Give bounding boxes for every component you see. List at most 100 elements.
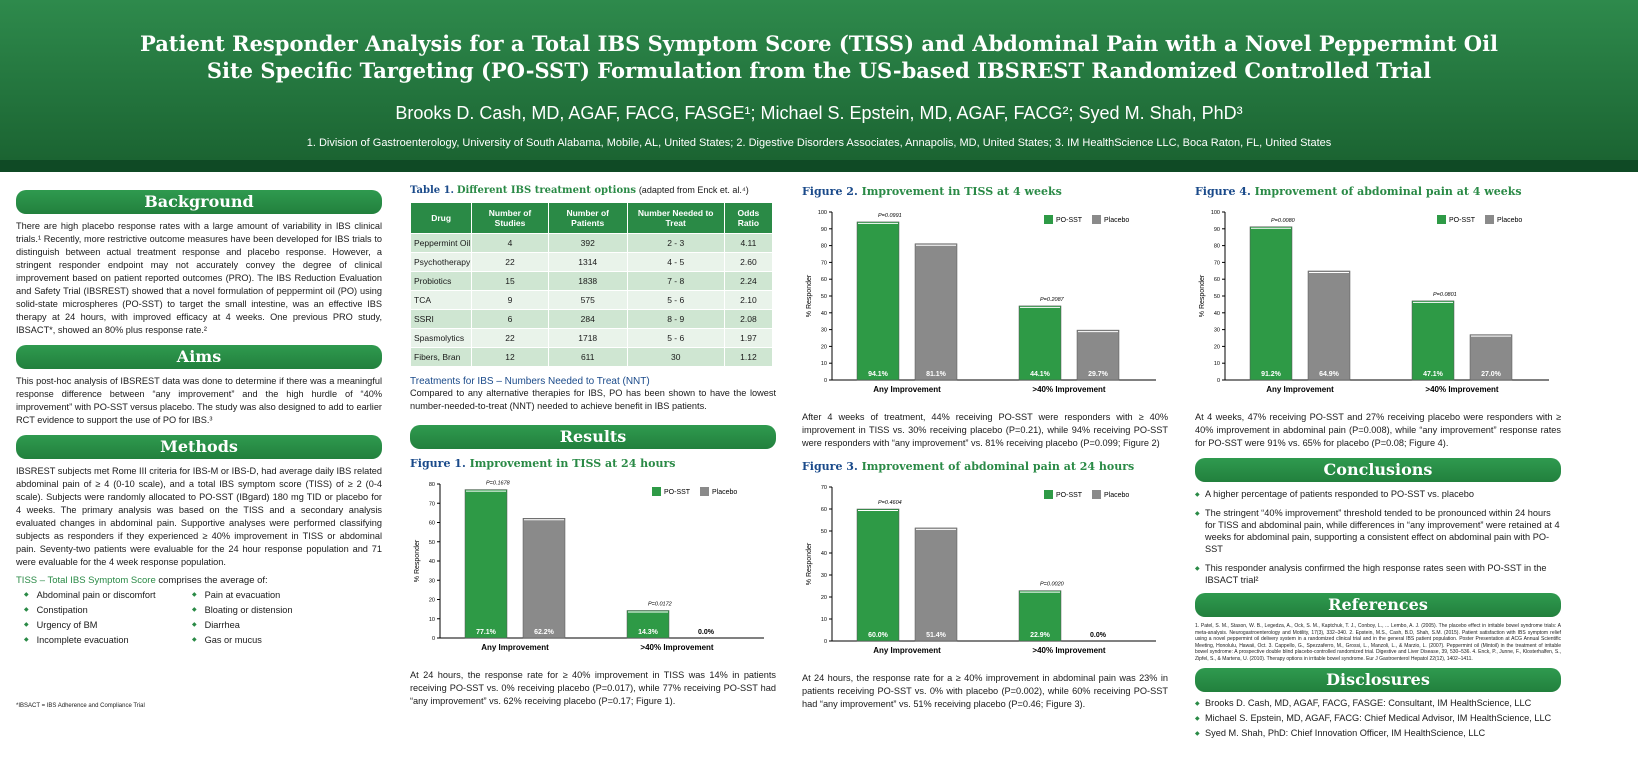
table-cell: SSRI	[409, 309, 473, 329]
symptom-item: Pain at evacuation	[192, 588, 292, 603]
bar-placebo	[1307, 270, 1351, 381]
bar-po-sst	[856, 221, 900, 381]
symptom-item: Gas or mucus	[192, 633, 292, 648]
y-tick-label: 30	[821, 328, 827, 334]
table-cell: Peppermint Oil	[409, 233, 473, 253]
p-value-label: P=0.1678	[486, 481, 511, 487]
y-axis-label: % Responder	[414, 539, 421, 582]
y-tick-label: 0	[1217, 378, 1220, 384]
table-cell: Probiotics	[409, 271, 473, 291]
table1-source: (adapted from Enck et. al.⁴)	[638, 185, 749, 195]
category-label: Any Improvement	[873, 385, 941, 394]
y-tick-label: 90	[1214, 227, 1220, 233]
aims-text: This post-hoc analysis of IBSREST data w…	[16, 376, 382, 425]
data-label: 60.0%	[868, 632, 889, 639]
fig1-label: Figure 1.	[410, 457, 466, 470]
legend-swatch-placebo	[1092, 215, 1101, 224]
category-label: >40% Improvement	[1032, 646, 1105, 655]
table-row: Peppermint Oil 4 392 2 - 3 4.11	[409, 233, 774, 253]
table-row: TCA 9 575 5 - 6 2.10	[409, 290, 774, 310]
y-tick-label: 50	[821, 529, 827, 535]
y-tick-label: 40	[821, 551, 827, 557]
p-value-label: P=0.0172	[648, 601, 672, 607]
data-label: 44.1%	[1030, 371, 1051, 378]
table-cell: 2.24	[723, 271, 774, 291]
nnt-heading: Treatments for IBS – Numbers Needed to T…	[410, 376, 650, 387]
bar-po-sst	[1249, 226, 1293, 381]
data-label: 77.1%	[476, 629, 497, 636]
table-cell: 6	[471, 309, 549, 329]
references-text: 1. Patel, S. M., Stason, W. B., Legedza,…	[1195, 623, 1561, 662]
table-cell: 15	[471, 271, 549, 291]
y-tick-label: 80	[821, 244, 827, 250]
table-cell: 284	[547, 309, 628, 329]
y-tick-label: 40	[821, 311, 827, 317]
y-tick-label: 40	[429, 559, 435, 565]
y-tick-label: 60	[821, 507, 827, 513]
table-cell: 392	[547, 233, 628, 253]
legend-label-placebo: Placebo	[1104, 492, 1129, 499]
bar-placebo	[914, 527, 958, 642]
category-label: Any Improvement	[1266, 385, 1334, 394]
table-header-cell: Number of Studies	[471, 202, 549, 234]
bar-po-sst	[1018, 305, 1062, 381]
data-label: 0.0%	[698, 629, 715, 636]
conclusion-item: A higher percentage of patients responde…	[1195, 488, 1561, 501]
data-label: 47.1%	[1423, 371, 1444, 378]
methods-heading: Methods	[16, 435, 382, 459]
fig4-heading: Improvement of abdominal pain at 4 weeks	[1254, 185, 1522, 198]
table-header-cell: Number Needed to Treat	[626, 202, 725, 234]
y-tick-label: 70	[429, 501, 435, 507]
fig3-heading: Improvement of abdominal pain at 24 hour…	[861, 460, 1135, 473]
p-value-label: P=0.2087	[1040, 297, 1065, 303]
bar-po-sst	[856, 508, 900, 642]
y-tick-label: 100	[818, 210, 827, 216]
fig2-caption: After 4 weeks of treatment, 44% receivin…	[802, 412, 1168, 448]
data-label: 51.4%	[926, 632, 947, 639]
fig2-title: Figure 2. Improvement in TISS at 4 weeks	[802, 185, 1168, 198]
y-tick-label: 90	[821, 227, 827, 233]
legend-label-placebo: Placebo	[1497, 217, 1522, 224]
p-value-label: P=0.0801	[1433, 292, 1457, 298]
table-cell: 22	[471, 252, 549, 272]
data-label: 81.1%	[926, 371, 947, 378]
table-cell: 4 - 5	[626, 252, 725, 272]
bar-po-sst	[464, 489, 508, 639]
conclusion-item: This responder analysis confirmed the hi…	[1195, 562, 1561, 586]
disclosures-list: Brooks D. Cash, MD, AGAF, FACG, FASGE: C…	[1195, 698, 1561, 740]
data-label: 14.3%	[638, 629, 659, 636]
y-tick-label: 10	[429, 617, 435, 623]
disclosures-heading: Disclosures	[1195, 668, 1561, 692]
symptom-item: Urgency of BM	[24, 618, 192, 633]
legend-label-po-sst: PO-SST	[664, 489, 691, 496]
y-tick-label: 30	[821, 573, 827, 579]
background-text: There are high placebo response rates wi…	[16, 221, 382, 335]
table-cell: 2.08	[723, 309, 774, 329]
legend-swatch-placebo	[1485, 215, 1494, 224]
fig3-chart: 0 10 20 30 40 50 60 70 % Responder PO-SST Placebo 6…	[806, 485, 1156, 655]
conclusions-list: A higher percentage of patients responde…	[1195, 488, 1561, 586]
symptom-lists: Abdominal pain or discomfortConstipation…	[16, 586, 382, 648]
legend-swatch-placebo	[700, 487, 709, 496]
symptom-list-right: Pain at evacuationBloating or distension…	[192, 588, 293, 648]
bar-po-sst	[626, 610, 670, 639]
data-label: 0.0%	[1090, 632, 1107, 639]
bar-placebo	[914, 243, 958, 381]
table-cell: 5 - 6	[626, 328, 725, 348]
y-tick-label: 10	[821, 617, 827, 623]
table-row: Probiotics 15 1838 7 - 8 2.24	[409, 271, 774, 291]
legend-swatch-po-sst	[1044, 215, 1053, 224]
category-label: >40% Improvement	[640, 643, 713, 652]
column-3: Figure 2. Improvement in TISS at 4 weeks…	[802, 185, 1168, 711]
data-label: 94.1%	[868, 371, 889, 378]
y-tick-label: 100	[1211, 210, 1220, 216]
fig1-chart: 0 10 20 30 40 50 60 70 80 % Responder PO-SST Placeb…	[414, 481, 764, 652]
table-cell: 9	[471, 290, 549, 310]
table-row: Fibers, Bran 12 611 30 1.12	[409, 347, 774, 367]
table-cell: 4	[471, 233, 549, 253]
table-cell: 30	[626, 347, 725, 367]
data-label: 62.2%	[534, 629, 555, 636]
y-tick-label: 10	[1214, 361, 1220, 367]
data-label: 91.2%	[1261, 371, 1282, 378]
legend-label-po-sst: PO-SST	[1056, 217, 1083, 224]
